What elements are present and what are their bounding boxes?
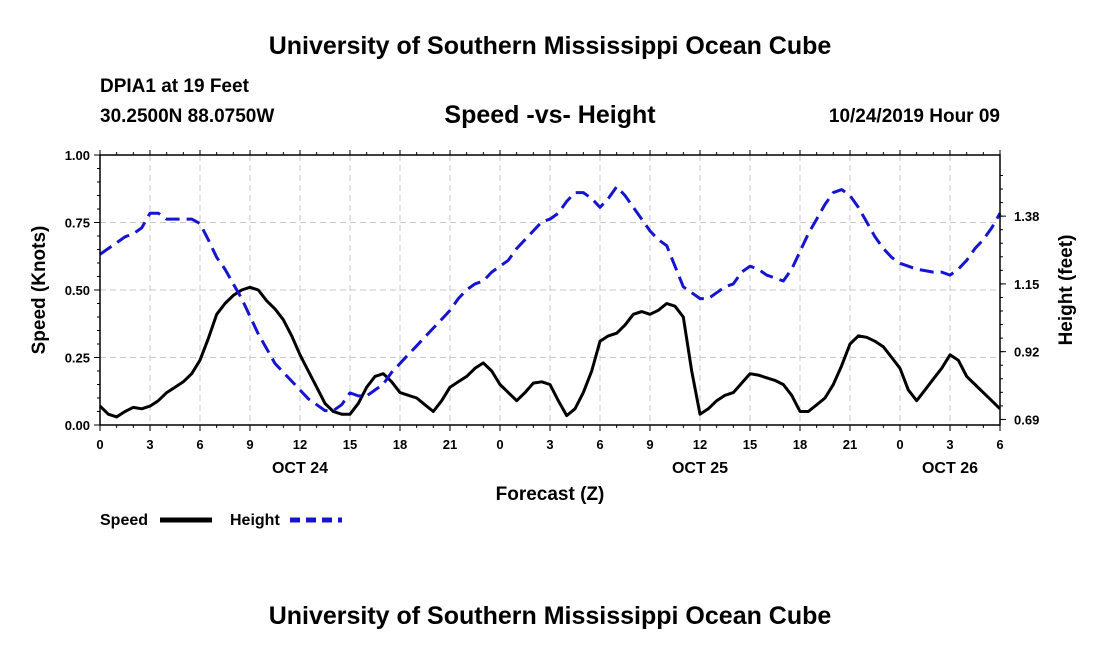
y2-tick-label: 1.38 bbox=[1014, 209, 1039, 224]
x-tick-label: 15 bbox=[343, 437, 357, 452]
x-axis-label: Forecast (Z) bbox=[496, 484, 605, 505]
x-tick-label: 18 bbox=[393, 437, 407, 452]
x-tick-label: 0 bbox=[96, 437, 103, 452]
top-title: University of Southern Mississippi Ocean… bbox=[268, 32, 832, 60]
x-tick-label: 3 bbox=[546, 437, 553, 452]
y2-tick-label: 0.92 bbox=[1014, 345, 1039, 360]
bottom-title: University of Southern Mississippi Ocean… bbox=[268, 602, 832, 630]
x-tick-label: 18 bbox=[793, 437, 807, 452]
grid bbox=[100, 155, 1000, 425]
station-label: DPIA1 at 19 Feet bbox=[100, 76, 249, 97]
x-tick-label: 6 bbox=[196, 437, 203, 452]
timestamp-label: 10/24/2019 Hour 09 bbox=[828, 106, 1000, 127]
x-tick-label: 15 bbox=[743, 437, 757, 452]
x-tick-label: 21 bbox=[443, 437, 457, 452]
date-label: OCT 26 bbox=[922, 460, 978, 477]
y2-tick-label: 1.15 bbox=[1014, 277, 1039, 292]
x-tick-label: 6 bbox=[996, 437, 1003, 452]
x-tick-label: 21 bbox=[843, 437, 857, 452]
x-tick-label: 3 bbox=[946, 437, 953, 452]
coordinates-label: 30.2500N 88.0750W bbox=[100, 106, 275, 127]
x-tick-label: 6 bbox=[596, 437, 603, 452]
axes: 0 3 6 9 12 15 18 21 0 3 6 9 12 15 18 21 0 3 6 OCT 24 OCT 25 O… bbox=[65, 148, 1040, 477]
y-tick-label: 0.25 bbox=[65, 351, 90, 366]
x-tick-label: 9 bbox=[646, 437, 653, 452]
y-axis-label: Speed (Knots) bbox=[29, 226, 50, 355]
chart-title: Speed -vs- Height bbox=[444, 101, 656, 129]
x-tick-label: 0 bbox=[496, 437, 503, 452]
series-layer bbox=[98, 185, 1002, 419]
y2-axis-label: Height (feet) bbox=[1056, 235, 1077, 346]
y-tick-label: 0.00 bbox=[65, 418, 90, 433]
legend: Speed Height bbox=[100, 512, 342, 529]
date-label: OCT 24 bbox=[272, 460, 328, 477]
y-tick-label: 0.75 bbox=[65, 216, 90, 231]
y-tick-label: 1.00 bbox=[65, 148, 90, 163]
series-line-height bbox=[99, 185, 1002, 413]
x-tick-label: 12 bbox=[293, 437, 307, 452]
date-label: OCT 25 bbox=[672, 460, 728, 477]
x-tick-label: 12 bbox=[693, 437, 707, 452]
x-tick-label: 9 bbox=[246, 437, 253, 452]
legend-speed-label: Speed bbox=[100, 512, 148, 529]
x-tick-label: 0 bbox=[896, 437, 903, 452]
x-tick-label: 3 bbox=[146, 437, 153, 452]
legend-height-label: Height bbox=[230, 512, 280, 529]
y-tick-label: 0.50 bbox=[65, 283, 90, 298]
series-line-speed bbox=[98, 285, 1002, 419]
y2-tick-label: 0.69 bbox=[1014, 412, 1039, 427]
